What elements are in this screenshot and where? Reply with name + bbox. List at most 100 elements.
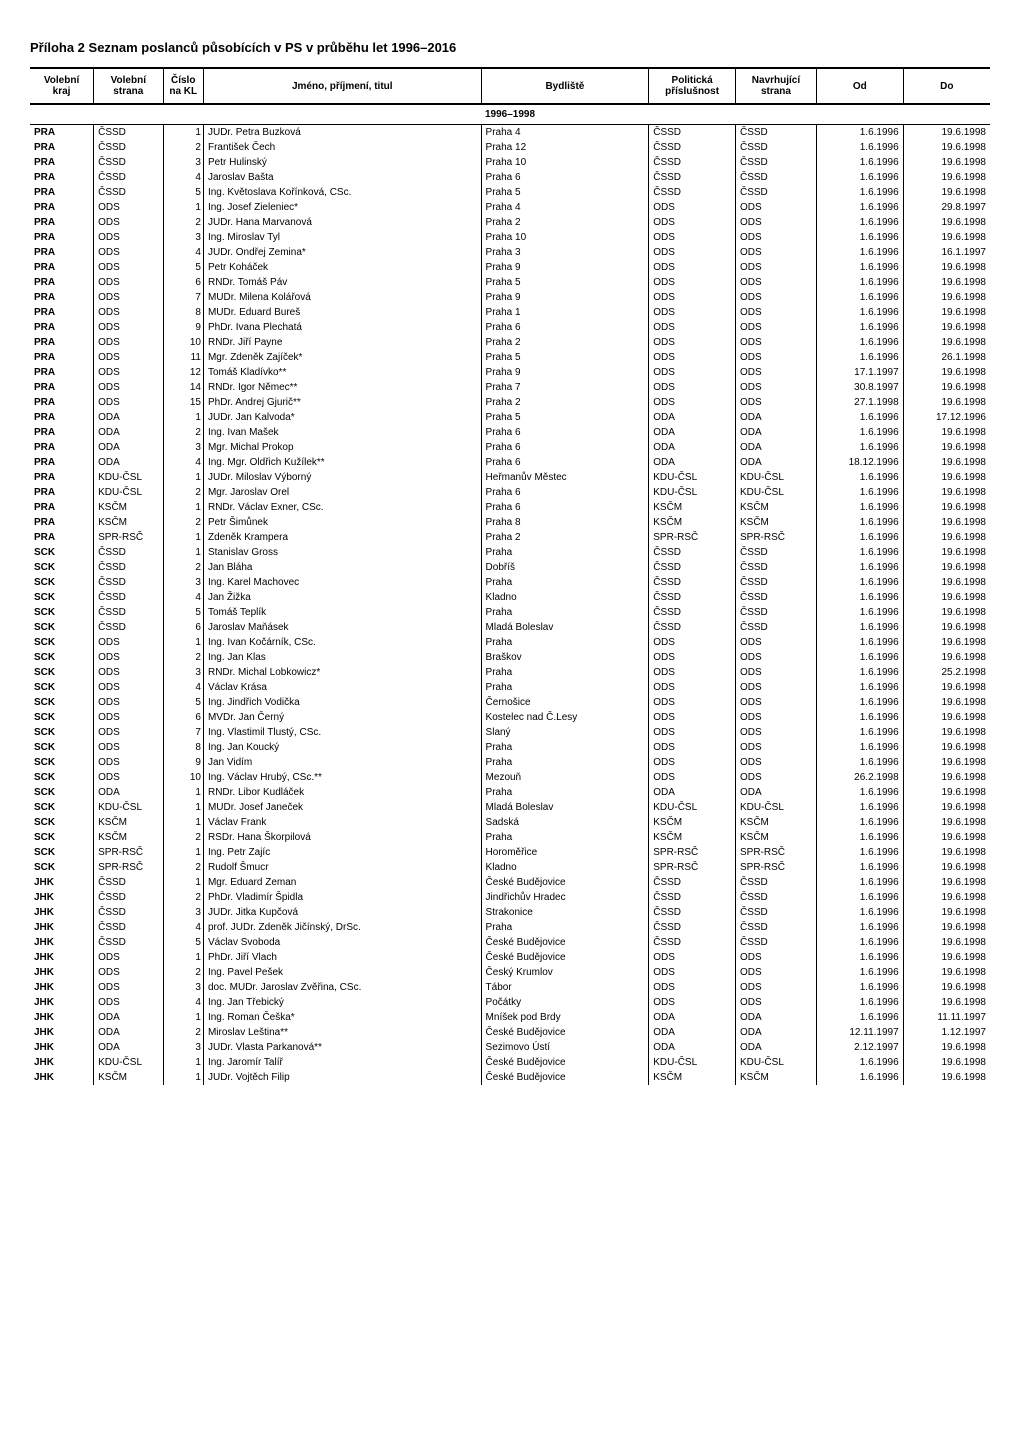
cell-strana: SPR-RSČ bbox=[94, 845, 163, 860]
cell-kraj: PRA bbox=[30, 425, 94, 440]
cell-navrhujici: ODS bbox=[735, 965, 816, 980]
cell-bydliste: Praha 5 bbox=[481, 350, 649, 365]
cell-cislo: 9 bbox=[163, 755, 203, 770]
cell-do: 19.6.1998 bbox=[903, 995, 990, 1010]
cell-od: 1.6.1996 bbox=[816, 350, 903, 365]
cell-bydliste: České Budějovice bbox=[481, 935, 649, 950]
table-row: PRAČSSD2František ČechPraha 12ČSSDČSSD1.… bbox=[30, 140, 990, 155]
cell-cislo: 2 bbox=[163, 485, 203, 500]
cell-cislo: 2 bbox=[163, 140, 203, 155]
cell-do: 19.6.1998 bbox=[903, 755, 990, 770]
cell-cislo: 5 bbox=[163, 260, 203, 275]
cell-bydliste: Praha 9 bbox=[481, 260, 649, 275]
cell-kraj: SCK bbox=[30, 815, 94, 830]
cell-kraj: PRA bbox=[30, 215, 94, 230]
cell-kraj: SCK bbox=[30, 605, 94, 620]
cell-cislo: 2 bbox=[163, 890, 203, 905]
cell-do: 19.6.1998 bbox=[903, 440, 990, 455]
cell-kraj: PRA bbox=[30, 335, 94, 350]
cell-jmeno: PhDr. Andrej Gjurič** bbox=[203, 395, 481, 410]
cell-kraj: PRA bbox=[30, 470, 94, 485]
cell-jmeno: MUDr. Milena Kolářová bbox=[203, 290, 481, 305]
cell-strana: ODS bbox=[94, 650, 163, 665]
table-row: PRAČSSD4Jaroslav BaštaPraha 6ČSSDČSSD1.6… bbox=[30, 170, 990, 185]
table-row: JHKKDU-ČSL1Ing. Jaromír TalířČeské Buděj… bbox=[30, 1055, 990, 1070]
cell-kraj: SCK bbox=[30, 650, 94, 665]
cell-bydliste: Praha 3 bbox=[481, 245, 649, 260]
cell-prislusnost: KSČM bbox=[649, 815, 736, 830]
cell-kraj: JHK bbox=[30, 980, 94, 995]
cell-prislusnost: ČSSD bbox=[649, 560, 736, 575]
table-row: JHKČSSD5Václav SvobodaČeské BudějoviceČS… bbox=[30, 935, 990, 950]
cell-jmeno: Miroslav Leština** bbox=[203, 1025, 481, 1040]
cell-bydliste: Kostelec nad Č.Lesy bbox=[481, 710, 649, 725]
cell-navrhujici: ODS bbox=[735, 290, 816, 305]
cell-jmeno: Ing. Jan Koucký bbox=[203, 740, 481, 755]
cell-prislusnost: ODS bbox=[649, 350, 736, 365]
cell-od: 1.6.1996 bbox=[816, 575, 903, 590]
cell-do: 19.6.1998 bbox=[903, 485, 990, 500]
cell-prislusnost: ODS bbox=[649, 290, 736, 305]
cell-bydliste: Praha bbox=[481, 785, 649, 800]
cell-navrhujici: ODS bbox=[735, 350, 816, 365]
cell-navrhujici: ODS bbox=[735, 305, 816, 320]
cell-prislusnost: ODS bbox=[649, 980, 736, 995]
cell-prislusnost: KSČM bbox=[649, 515, 736, 530]
cell-navrhujici: ODA bbox=[735, 410, 816, 425]
cell-jmeno: Ing. Karel Machovec bbox=[203, 575, 481, 590]
cell-navrhujici: KDU-ČSL bbox=[735, 470, 816, 485]
table-row: PRAODS8MUDr. Eduard BurešPraha 1ODSODS1.… bbox=[30, 305, 990, 320]
cell-bydliste: Praha 4 bbox=[481, 125, 649, 141]
cell-navrhujici: KDU-ČSL bbox=[735, 800, 816, 815]
cell-od: 1.6.1996 bbox=[816, 965, 903, 980]
cell-strana: ODA bbox=[94, 425, 163, 440]
cell-jmeno: doc. MUDr. Jaroslav Zvěřina, CSc. bbox=[203, 980, 481, 995]
cell-od: 1.6.1996 bbox=[816, 545, 903, 560]
cell-prislusnost: ODS bbox=[649, 215, 736, 230]
cell-prislusnost: ODA bbox=[649, 440, 736, 455]
cell-bydliste: Praha 6 bbox=[481, 170, 649, 185]
cell-od: 1.6.1996 bbox=[816, 635, 903, 650]
cell-cislo: 4 bbox=[163, 920, 203, 935]
cell-bydliste: Heřmanův Městec bbox=[481, 470, 649, 485]
cell-jmeno: Tomáš Teplík bbox=[203, 605, 481, 620]
cell-bydliste: Praha 10 bbox=[481, 155, 649, 170]
cell-od: 1.6.1996 bbox=[816, 245, 903, 260]
cell-strana: ODS bbox=[94, 395, 163, 410]
cell-navrhujici: ODS bbox=[735, 365, 816, 380]
cell-do: 19.6.1998 bbox=[903, 185, 990, 200]
cell-do: 19.6.1998 bbox=[903, 425, 990, 440]
cell-jmeno: Ing. Květoslava Kořínková, CSc. bbox=[203, 185, 481, 200]
cell-cislo: 6 bbox=[163, 275, 203, 290]
cell-cislo: 2 bbox=[163, 830, 203, 845]
cell-kraj: PRA bbox=[30, 410, 94, 425]
table-row: SCKODS1Ing. Ivan Kočárník, CSc.PrahaODSO… bbox=[30, 635, 990, 650]
cell-kraj: PRA bbox=[30, 125, 94, 141]
cell-jmeno: JUDr. Jan Kalvoda* bbox=[203, 410, 481, 425]
cell-strana: ČSSD bbox=[94, 155, 163, 170]
header-cislo: Číslo na KL bbox=[163, 68, 203, 104]
cell-do: 19.6.1998 bbox=[903, 335, 990, 350]
cell-strana: ODS bbox=[94, 770, 163, 785]
cell-od: 1.6.1996 bbox=[816, 485, 903, 500]
cell-od: 1.6.1996 bbox=[816, 605, 903, 620]
cell-do: 19.6.1998 bbox=[903, 950, 990, 965]
cell-prislusnost: KSČM bbox=[649, 830, 736, 845]
cell-strana: ODS bbox=[94, 635, 163, 650]
cell-od: 1.6.1996 bbox=[816, 950, 903, 965]
cell-bydliste: Praha bbox=[481, 920, 649, 935]
cell-kraj: SCK bbox=[30, 740, 94, 755]
table-row: PRAODA2Ing. Ivan MašekPraha 6ODAODA1.6.1… bbox=[30, 425, 990, 440]
cell-bydliste: Praha 5 bbox=[481, 410, 649, 425]
cell-cislo: 10 bbox=[163, 770, 203, 785]
table-row: PRAODS15PhDr. Andrej Gjurič**Praha 2ODSO… bbox=[30, 395, 990, 410]
cell-prislusnost: ODA bbox=[649, 785, 736, 800]
cell-strana: KSČM bbox=[94, 815, 163, 830]
cell-jmeno: PhDr. Vladimír Špidla bbox=[203, 890, 481, 905]
cell-bydliste: Praha 6 bbox=[481, 320, 649, 335]
cell-do: 1.12.1997 bbox=[903, 1025, 990, 1040]
cell-navrhujici: ČSSD bbox=[735, 905, 816, 920]
cell-strana: ČSSD bbox=[94, 620, 163, 635]
cell-cislo: 2 bbox=[163, 1025, 203, 1040]
cell-cislo: 7 bbox=[163, 725, 203, 740]
